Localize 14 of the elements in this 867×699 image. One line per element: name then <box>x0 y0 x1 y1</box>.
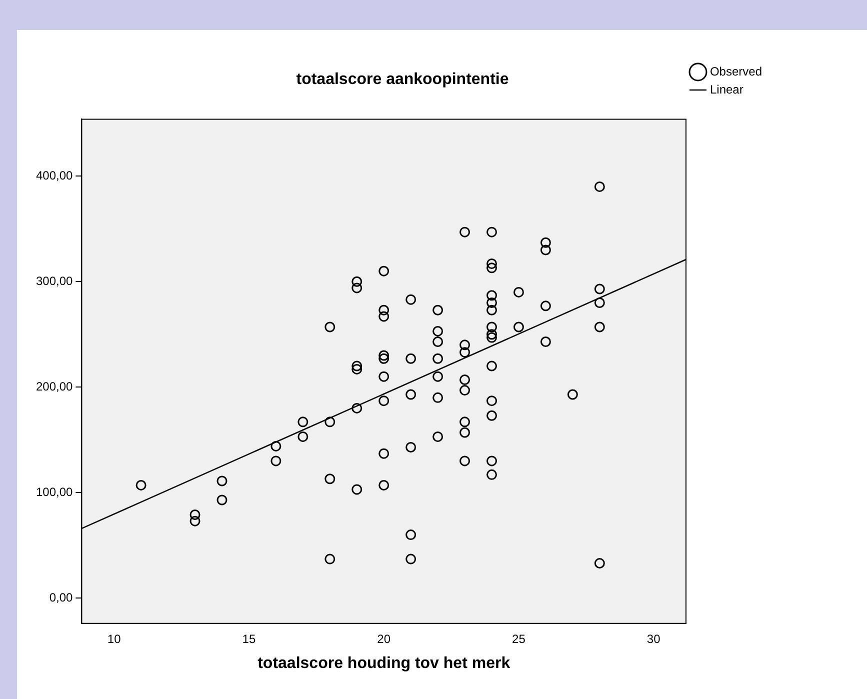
x-axis-title: totaalscore houding tov het merk <box>258 654 510 672</box>
chart-title: totaalscore aankoopintentie <box>296 71 509 88</box>
x-tick-label: 20 <box>377 632 391 646</box>
x-tick-label: 15 <box>242 632 256 646</box>
x-tick-label: 10 <box>107 632 122 646</box>
x-tick-label: 30 <box>646 632 661 646</box>
legend-label: Observed <box>710 64 762 78</box>
y-tick-label: 200,00 <box>36 379 74 394</box>
legend-label: Linear <box>710 82 744 96</box>
y-tick-label: 0,00 <box>49 590 74 604</box>
x-tick-label: 25 <box>512 632 526 646</box>
y-tick-label: 300,00 <box>36 274 74 288</box>
y-tick-label: 400,00 <box>36 168 74 182</box>
y-tick-label: 100,00 <box>36 484 74 499</box>
